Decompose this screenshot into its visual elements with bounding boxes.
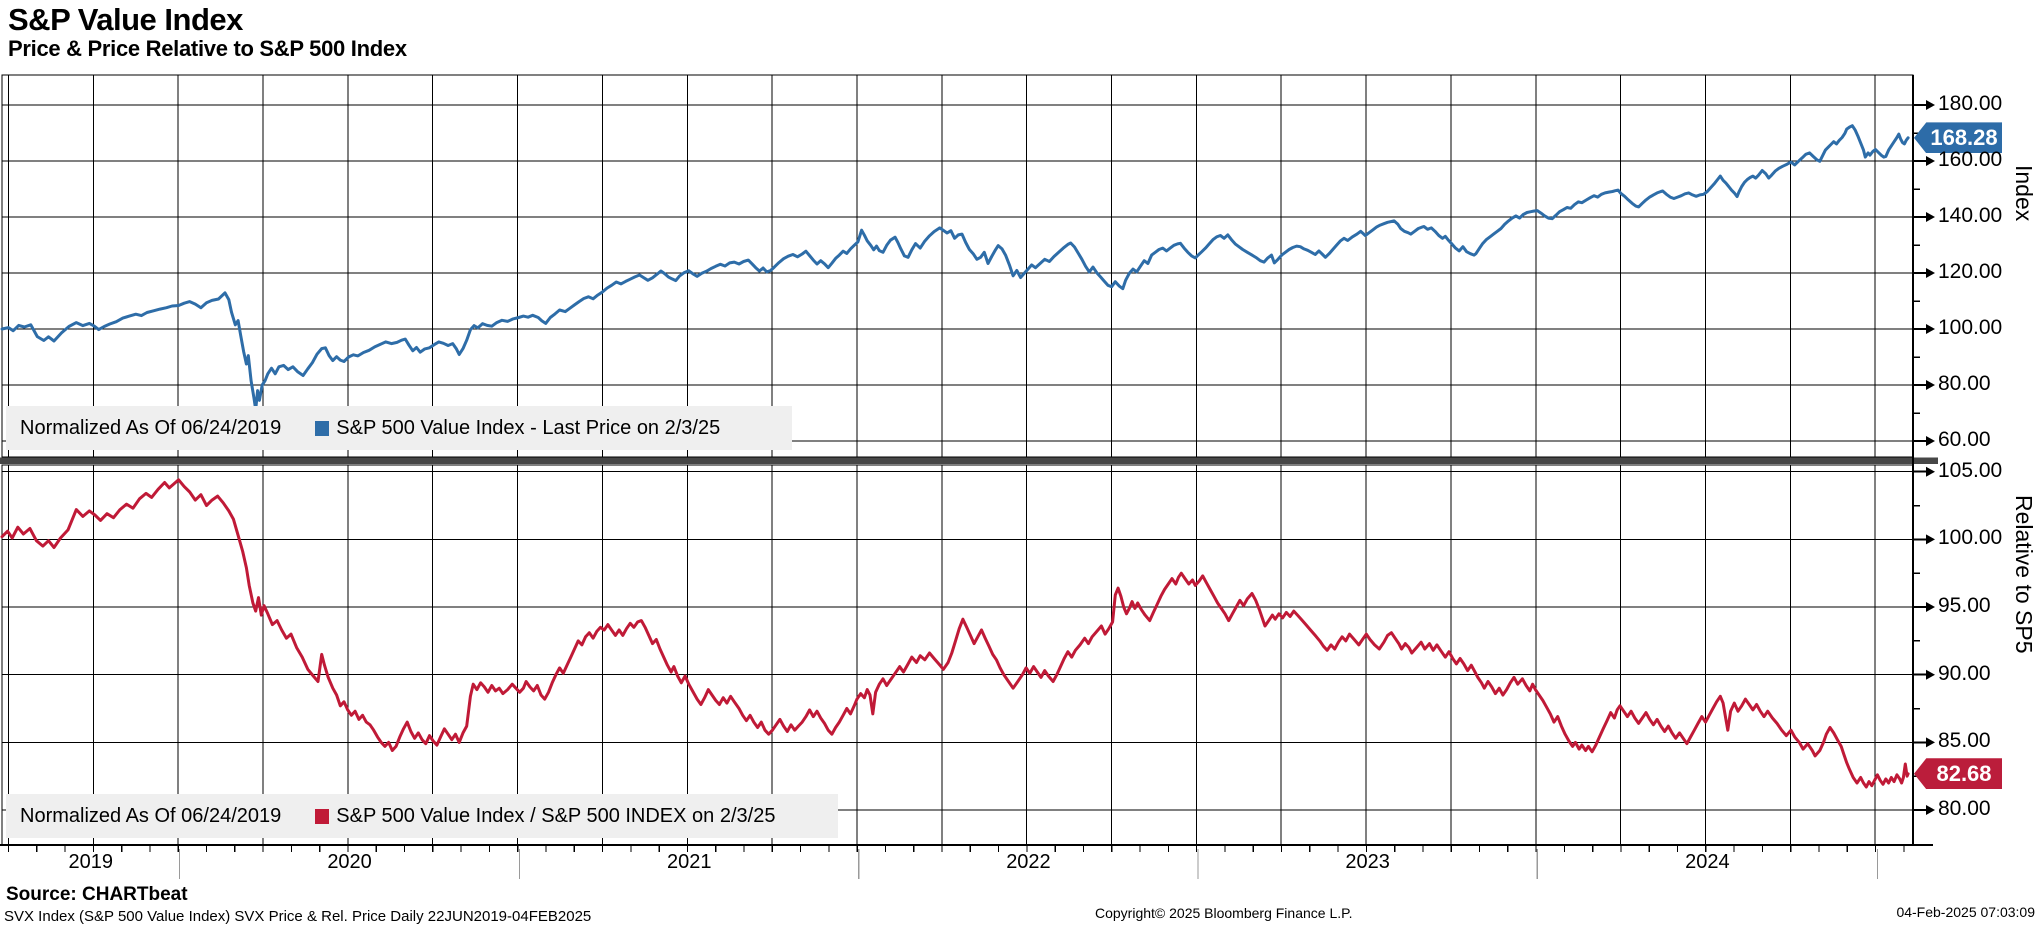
y-axis-tick-label: 120.00: [1938, 260, 2003, 283]
y-axis-label-index: Index: [2011, 165, 2037, 222]
top-panel-border: [1, 74, 1914, 458]
y-axis-tick-arrow: [1926, 380, 1935, 390]
y-axis-tick-arrow: [1926, 268, 1935, 278]
y-axis-tick-label: 180.00: [1938, 92, 2003, 115]
legend-swatch-red: [315, 808, 330, 824]
x-axis-year-label: 2020: [327, 851, 372, 873]
last-price-badge-index: 168.28: [1914, 122, 2002, 154]
legend-series-label: S&P 500 Value Index - Last Price on 2/3/…: [336, 416, 721, 439]
y-axis-tick-label: 105.00: [1938, 458, 2003, 482]
panel-divider[interactable]: [0, 457, 1938, 465]
source-detail: SVX Index (S&P 500 Value Index) SVX Pric…: [4, 908, 592, 925]
y-axis-tick-label: 80.00: [1938, 372, 1991, 395]
timestamp-label: 04-Feb-2025 07:03:09: [1896, 904, 2035, 920]
y-axis-tick-arrow: [1926, 466, 1935, 477]
y-axis-tick-label: 100.00: [1938, 526, 2003, 550]
x-axis-year-label: 2022: [1006, 851, 1051, 873]
legend-series-label: S&P 500 Value Index / S&P 500 INDEX on 2…: [336, 804, 776, 827]
y-axis-tick-label: 80.00: [1938, 797, 1991, 821]
y-axis-tick-label: 90.00: [1938, 661, 1991, 685]
series-line-top[interactable]: [0, 124, 1910, 412]
y-axis-tick-arrow: [1926, 534, 1935, 545]
legend-normalized-label: Normalized As Of 06/24/2019: [20, 804, 282, 827]
legend-normalized-label: Normalized As Of 06/24/2019: [20, 416, 282, 439]
x-axis-year-label: 2024: [1685, 851, 1730, 873]
y-axis-tick-arrow: [1926, 737, 1935, 748]
y-axis-tick-arrow: [1926, 156, 1935, 166]
y-axis-tick-label: 140.00: [1938, 204, 2003, 227]
series-line-bottom[interactable]: [0, 478, 1910, 789]
bottom-panel-border: [1, 464, 1914, 846]
y-axis-tick-label: 100.00: [1938, 316, 2003, 339]
y-axis-tick-arrow: [1926, 100, 1935, 110]
y-axis-tick-label: 60.00: [1938, 428, 1991, 451]
page-subtitle: Price & Price Relative to S&P 500 Index: [8, 36, 407, 61]
source-label: Source: CHARTbeat: [6, 884, 188, 905]
y-axis-tick-label: 95.00: [1938, 594, 1991, 618]
x-axis-year-label: 2019: [68, 851, 114, 873]
legend-top-panel: Normalized As Of 06/24/2019 S&P 500 Valu…: [6, 406, 792, 450]
y-axis-tick-arrow: [1926, 436, 1935, 446]
y-axis-tick-label: 85.00: [1938, 729, 1991, 753]
y-axis-tick-label: 160.00: [1938, 148, 2003, 171]
x-axis-year-label: 2023: [1345, 851, 1390, 873]
x-axis-year-label: 2021: [666, 851, 712, 873]
y-axis-tick-arrow: [1926, 602, 1935, 613]
legend-swatch-blue: [315, 420, 330, 436]
y-axis-tick-arrow: [1926, 324, 1935, 334]
y-axis-label-relative: Relative to SP5: [2011, 495, 2037, 654]
page-title: S&P Value Index: [8, 2, 243, 37]
y-axis-tick-arrow: [1926, 669, 1935, 680]
last-price-badge-relative: 82.68: [1914, 758, 2002, 790]
y-axis-tick-arrow: [1926, 805, 1935, 816]
legend-bottom-panel: Normalized As Of 06/24/2019 S&P 500 Valu…: [6, 794, 838, 838]
y-axis-tick-arrow: [1926, 212, 1935, 222]
copyright-label: Copyright© 2025 Bloomberg Finance L.P.: [1095, 905, 1353, 921]
